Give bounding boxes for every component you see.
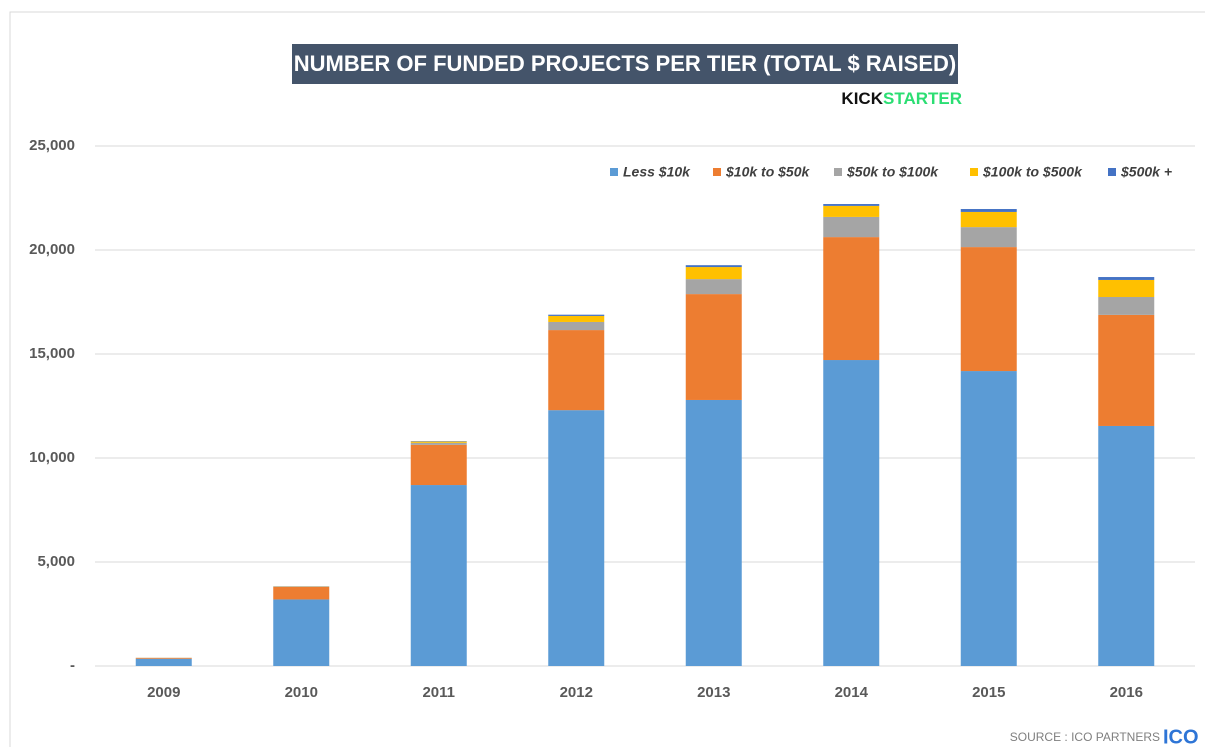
legend-swatch (610, 168, 618, 176)
bar-segment (960, 209, 1017, 212)
bar-segment (548, 410, 605, 666)
x-tick-label: 2014 (835, 684, 869, 701)
legend-swatch (834, 168, 842, 176)
y-tick-label: 25,000 (29, 137, 75, 154)
brand-part: STARTER (883, 89, 962, 108)
bar-segment (1098, 314, 1155, 426)
bar-segment (1098, 277, 1155, 280)
bar-segment (685, 279, 742, 295)
y-tick-label: 20,000 (29, 241, 75, 258)
bar-segment (410, 441, 467, 443)
source: SOURCE : ICO PARTNERS (1010, 730, 1160, 744)
x-tick-label: 2015 (972, 684, 1005, 701)
bar-segment (960, 211, 1017, 228)
title-box (292, 44, 958, 84)
legend-swatch (1108, 168, 1116, 176)
x-tick-label: 2013 (697, 684, 730, 701)
legend-swatch (713, 168, 721, 176)
bar-segment (548, 314, 605, 316)
bar-segment (823, 237, 880, 361)
legend-label: $10k to $50k (725, 164, 810, 180)
bar-segment (823, 360, 880, 666)
source-logo: ICO (1163, 726, 1199, 747)
bar-segment (960, 247, 1017, 372)
bar-segment (960, 371, 1017, 666)
bar-segment (410, 442, 467, 445)
frame (9, 11, 1205, 747)
bar-segment (548, 330, 605, 411)
bar-segment (960, 227, 1017, 248)
bar-segment (135, 658, 192, 666)
brand-part: KICK (841, 89, 883, 108)
x-tick-label: 2016 (1110, 684, 1143, 701)
bar-segment (135, 657, 192, 659)
bar-segment (548, 315, 605, 322)
brand-logo: KICKSTARTER (841, 89, 962, 108)
bar-segment (823, 204, 880, 206)
x-tick-label: 2009 (147, 684, 180, 701)
x-tick-label: 2011 (422, 684, 455, 701)
legend-label: Less $10k (623, 164, 691, 180)
bar-segment (410, 444, 467, 486)
bar-segment (823, 216, 880, 238)
y-tick-label: 10,000 (29, 449, 75, 466)
x-tick-label: 2012 (560, 684, 593, 701)
bar-segment (410, 485, 467, 666)
bar-segment (273, 599, 330, 666)
bar-segment (823, 205, 880, 217)
legend-label: $100k to $500k (982, 164, 1083, 180)
bar-segment (1098, 425, 1155, 666)
chart-title: NUMBER OF FUNDED PROJECTS PER TIER (TOTA… (294, 51, 957, 76)
bar-segment (685, 294, 742, 400)
legend-swatch (970, 168, 978, 176)
bar-segment (1098, 279, 1155, 298)
bar-segment (1098, 297, 1155, 315)
y-tick-label: - (70, 657, 75, 674)
legend-label: $500k + (1120, 164, 1172, 180)
x-tick-label: 2010 (285, 684, 318, 701)
bar-segment (685, 399, 742, 666)
y-tick-label: 5,000 (37, 553, 75, 570)
bar-segment (548, 321, 605, 331)
y-tick-label: 15,000 (29, 345, 75, 362)
bar-segment (685, 267, 742, 280)
bar-segment (685, 265, 742, 268)
legend-label: $50k to $100k (846, 164, 939, 180)
bar-segment (273, 586, 330, 600)
